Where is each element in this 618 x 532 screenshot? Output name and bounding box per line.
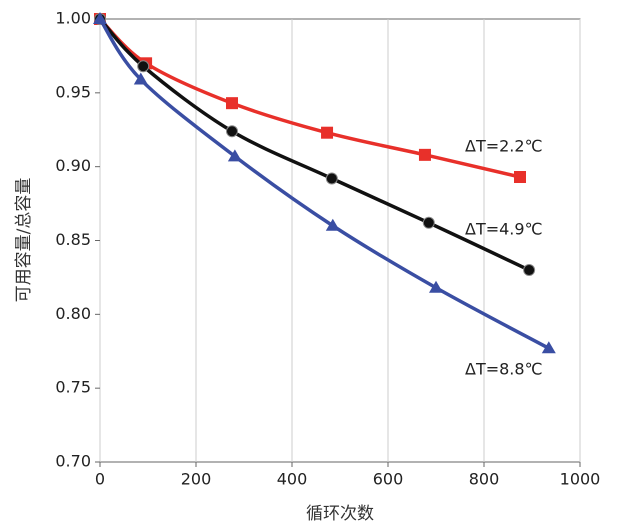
- marker: [418, 148, 431, 161]
- series-label: ΔT=2.2℃: [465, 137, 543, 156]
- y-tick-label: 0.90: [55, 156, 91, 175]
- plot-area: [99, 18, 581, 463]
- marker: [226, 97, 238, 110]
- x-tick-label: 400: [277, 470, 308, 489]
- x-tick-label: 0: [95, 470, 105, 489]
- marker: [422, 216, 435, 229]
- y-tick-label: 0.95: [55, 82, 91, 101]
- y-tick-label: 0.85: [55, 230, 91, 249]
- series-label: ΔT=8.8℃: [465, 360, 543, 379]
- x-tick-label: 600: [373, 470, 404, 489]
- x-axis-title: 循环次数: [306, 504, 374, 524]
- marker: [325, 218, 340, 231]
- marker: [523, 264, 536, 277]
- marker: [133, 72, 148, 85]
- series-label: ΔT=4.9℃: [465, 220, 543, 239]
- marker: [325, 172, 338, 185]
- marker: [226, 125, 238, 138]
- marker: [227, 149, 242, 162]
- y-tick-label: 0.70: [55, 452, 91, 471]
- y-axis-title: 可用容量/总容量: [14, 178, 34, 303]
- x-tick-label: 200: [181, 470, 212, 489]
- y-tick-label: 0.80: [55, 304, 91, 323]
- marker: [137, 60, 150, 73]
- x-tick-label: 1000: [560, 470, 601, 489]
- marker: [321, 126, 334, 139]
- marker: [541, 341, 556, 354]
- y-tick-label: 1.00: [55, 9, 91, 28]
- marker: [514, 171, 526, 184]
- marker: [429, 280, 443, 293]
- marker: [93, 12, 107, 24]
- y-tick-label: 0.75: [55, 378, 91, 397]
- x-tick-label: 800: [469, 470, 500, 489]
